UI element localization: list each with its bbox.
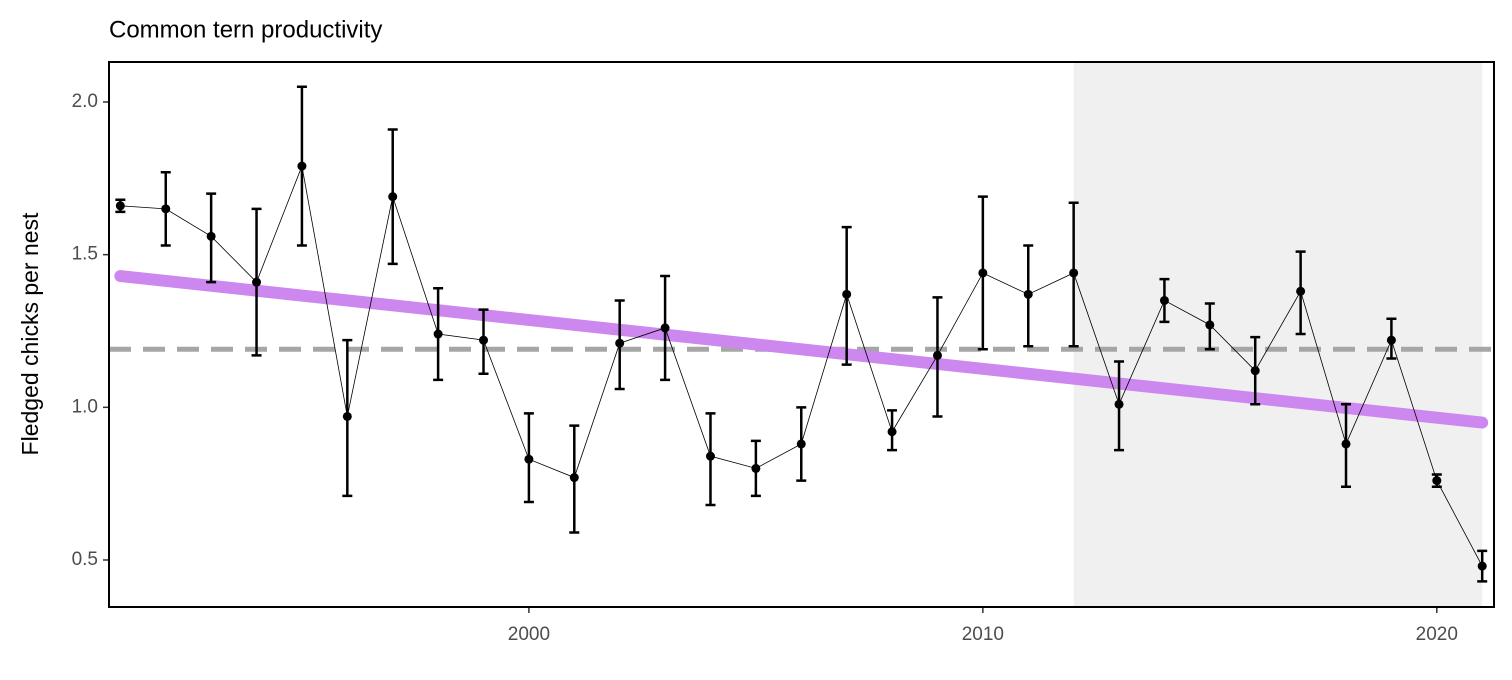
x-tick-label: 2010 (962, 624, 1004, 645)
y-axis-label: Fledged chicks per nest (17, 212, 43, 456)
data-point (479, 335, 489, 345)
data-point (1205, 320, 1215, 330)
data-point (433, 329, 443, 339)
data-point (842, 289, 852, 299)
data-point (388, 192, 398, 202)
data-point (1477, 561, 1487, 571)
data-point (1069, 268, 1079, 278)
data-point (978, 268, 988, 278)
data-point (615, 338, 625, 348)
x-tick-label: 2020 (1416, 624, 1458, 645)
plot-border (108, 61, 1495, 608)
y-tick-label: 2.0 (72, 91, 98, 112)
data-point (342, 411, 352, 421)
data-point (1250, 366, 1260, 376)
data-point (252, 277, 262, 287)
y-tick-label: 1.5 (72, 244, 98, 265)
data-point (932, 350, 942, 360)
data-point (206, 231, 216, 241)
data-point (569, 473, 579, 483)
data-point (1296, 286, 1306, 296)
x-tick-label: 2000 (508, 624, 550, 645)
data-point (705, 451, 715, 461)
y-tick-label: 1.0 (72, 396, 98, 417)
data-point (115, 201, 125, 211)
data-point (751, 463, 761, 473)
y-tick-label: 0.5 (72, 549, 98, 570)
data-point (524, 454, 534, 464)
data-point (1159, 295, 1169, 305)
data-point (1114, 399, 1124, 409)
data-point (297, 161, 307, 171)
data-point (1341, 439, 1351, 449)
shaded-period (1073, 62, 1483, 607)
data-point (660, 323, 670, 333)
data-point (1432, 476, 1442, 486)
data-point (1386, 335, 1396, 345)
data-point (161, 204, 171, 214)
data-point (887, 427, 897, 437)
chart-title: Common tern productivity (109, 16, 382, 43)
data-point (796, 439, 806, 449)
data-point (1023, 289, 1033, 299)
